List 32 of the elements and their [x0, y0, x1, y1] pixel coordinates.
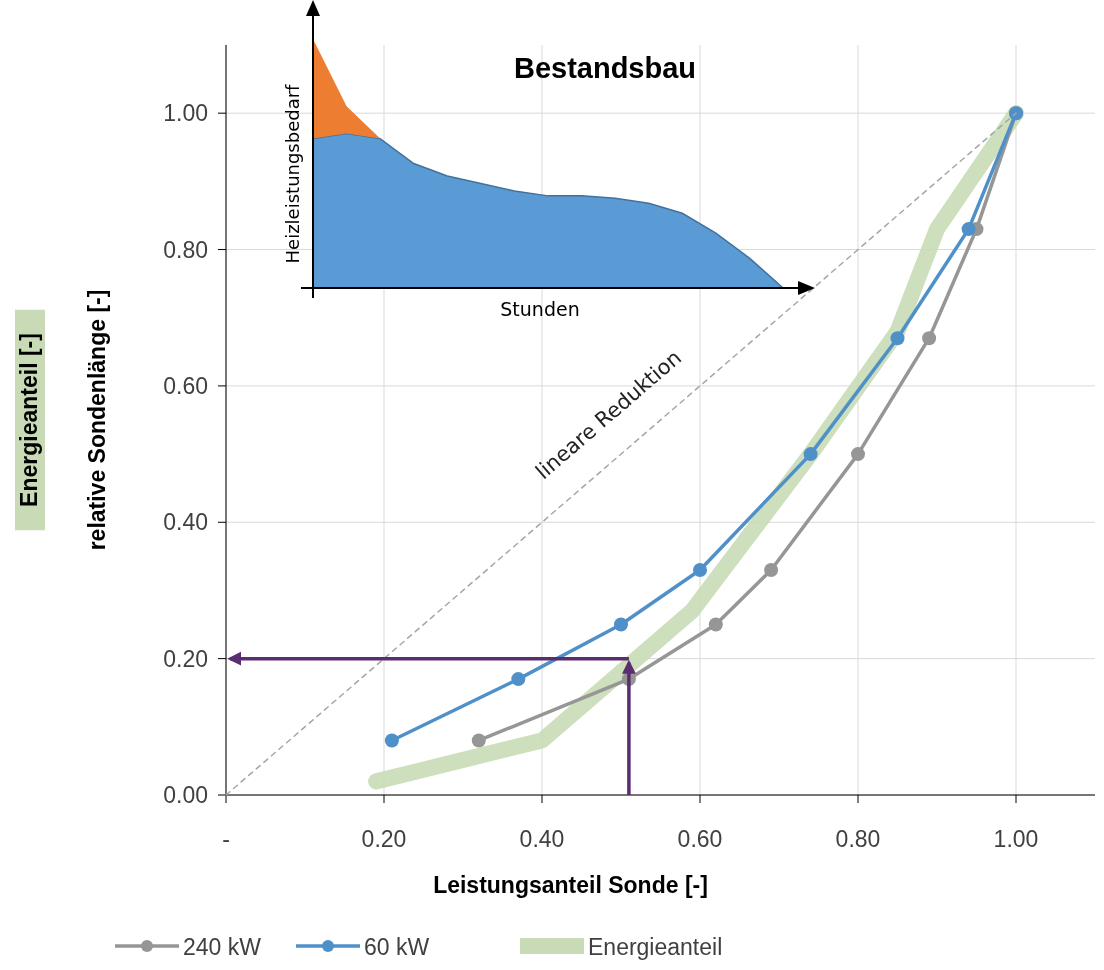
y-tick-label: 0.20	[163, 645, 208, 672]
point	[511, 672, 526, 687]
point	[803, 447, 818, 462]
x-axis-title: Stunden	[500, 298, 580, 320]
x-tick-label: 0.20	[361, 826, 407, 852]
y-tick-label: 1.00	[163, 100, 208, 127]
legend-label: 60 kW	[364, 934, 430, 960]
x-axis-title: Leistungsanteil Sonde [-]	[433, 872, 708, 898]
point	[851, 447, 865, 462]
point	[922, 331, 937, 346]
point	[961, 222, 976, 237]
x-tick-label: -	[222, 826, 230, 852]
point	[890, 331, 905, 346]
point	[764, 563, 779, 577]
x-tick-label: 0.60	[677, 826, 723, 852]
legend-label: 240 kW	[183, 934, 262, 960]
y-tick-label: 0.80	[163, 236, 208, 263]
legend-label: Energieanteil	[588, 934, 723, 960]
y-tick-label: 0.40	[163, 509, 208, 536]
y-tick-label: 0.00	[163, 782, 208, 808]
point	[614, 617, 628, 632]
point	[693, 563, 707, 577]
point	[471, 733, 486, 748]
x-tick-label: 1.00	[993, 826, 1039, 852]
text: Bestandsbau	[513, 52, 697, 84]
x-tick-label: 0.80	[835, 826, 881, 852]
text: Energieanteil [-] relative Sondenlänge [-]	[16, 289, 110, 551]
point	[384, 733, 399, 748]
point	[708, 617, 723, 632]
y-tick-label: 0.60	[163, 372, 208, 399]
y-axis-title: Heizleistungsbedarf	[282, 83, 303, 264]
x-tick-label: 0.40	[519, 826, 565, 852]
